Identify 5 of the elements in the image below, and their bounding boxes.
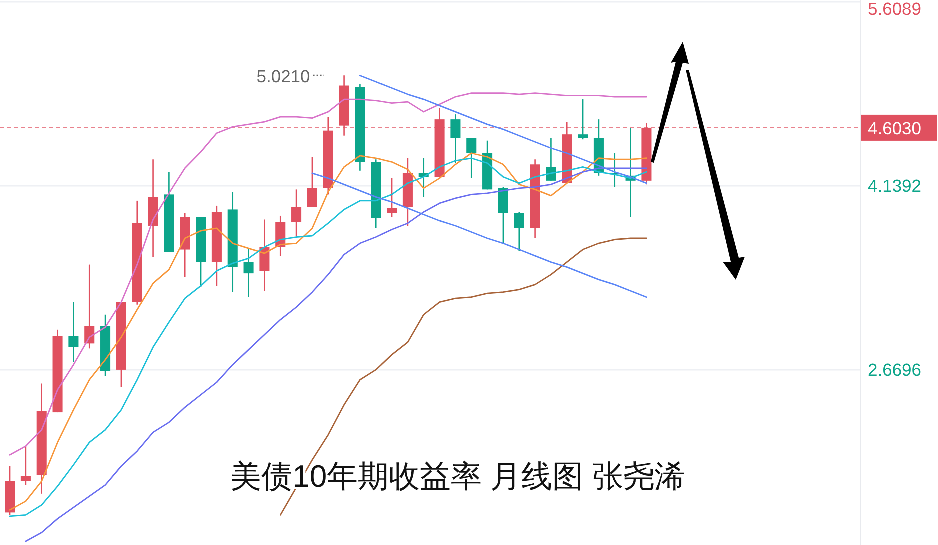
y-tick-label: 4.1392: [868, 176, 922, 196]
y-tick-label: 2.6696: [868, 360, 922, 380]
annotation: 5.0210: [256, 66, 311, 87]
y-tick-label: 5.6089: [868, 0, 922, 19]
ref-line-label: 4.6030: [868, 118, 922, 138]
